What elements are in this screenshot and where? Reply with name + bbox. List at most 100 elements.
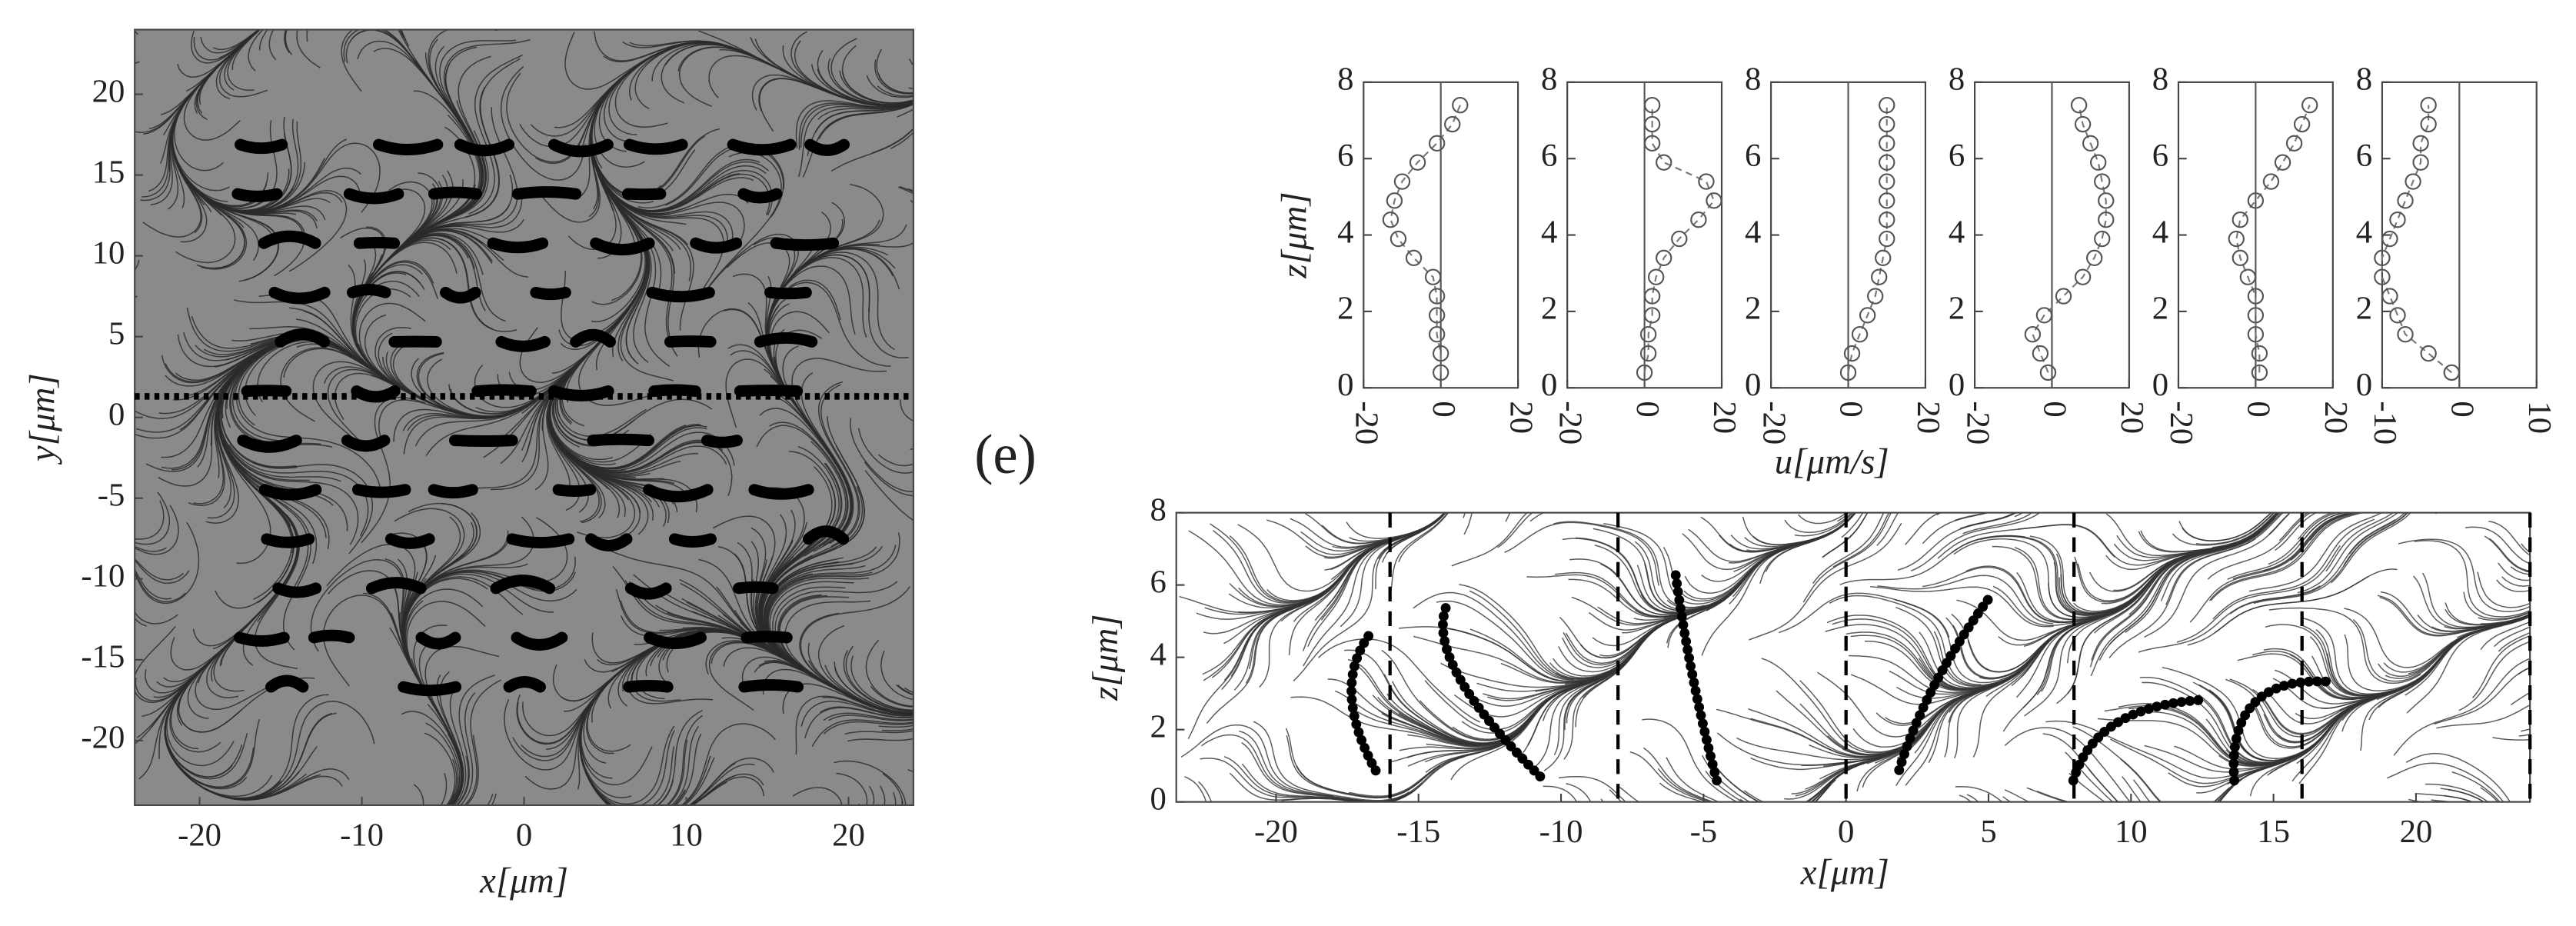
x-tick-label: -20	[2163, 401, 2199, 445]
profile-marker	[2274, 154, 2291, 171]
filament	[511, 631, 568, 651]
streamline	[864, 470, 914, 521]
streamline	[2444, 614, 2531, 630]
streamline	[877, 85, 914, 97]
profile-marker	[2247, 326, 2265, 343]
streamline	[213, 29, 260, 51]
filament	[701, 435, 743, 448]
profile-marker	[1671, 230, 1688, 248]
profile-marker	[1879, 135, 1895, 152]
y-tick-label: 20	[92, 73, 125, 109]
streamline	[1398, 512, 1449, 563]
profile-marker	[2098, 212, 2115, 228]
streamline	[500, 66, 587, 181]
filament	[384, 533, 435, 549]
filament	[802, 525, 850, 545]
profile-marker	[1706, 192, 1722, 209]
streamline	[615, 173, 770, 215]
streamline	[1662, 530, 1836, 615]
streamline	[2299, 512, 2346, 545]
streamline	[767, 293, 831, 454]
filament	[490, 575, 556, 595]
filament	[351, 484, 411, 498]
streamline	[2496, 579, 2531, 592]
filament	[648, 384, 701, 398]
profile-marker	[2381, 288, 2398, 305]
streamline	[766, 441, 847, 595]
profile-marker	[1428, 288, 1446, 305]
profile-marker	[2070, 96, 2088, 114]
filament	[1670, 570, 1722, 786]
streamline	[1603, 522, 1748, 605]
profile-marker	[1839, 364, 1857, 381]
profile-marker	[1871, 268, 1888, 285]
streamline	[2176, 545, 2341, 643]
streamline	[1344, 649, 1504, 744]
streamline	[1817, 671, 1976, 738]
profile-marker	[2232, 212, 2248, 228]
profile-marker	[1656, 154, 1672, 171]
y-tick-label: 0	[1745, 367, 1761, 403]
y-tick-label: 5	[108, 315, 125, 351]
profile-marker	[1409, 154, 1426, 171]
streamline	[2138, 585, 2321, 653]
streamline	[798, 101, 914, 150]
streamline	[766, 219, 880, 360]
y-axis-label: z[μm]	[1086, 614, 1126, 701]
streamline	[2445, 608, 2531, 626]
streamline	[141, 581, 285, 718]
profile-marker	[2412, 154, 2429, 171]
profile-marker	[2389, 212, 2406, 228]
streamline	[357, 40, 482, 167]
profile-marker	[1879, 212, 1895, 228]
streamline	[900, 399, 914, 422]
filament	[372, 138, 444, 155]
profile-marker	[1843, 345, 1861, 362]
filament	[804, 138, 850, 156]
streamline	[135, 568, 172, 600]
filament	[428, 484, 478, 499]
streamline	[358, 302, 435, 406]
profile-marker	[1382, 212, 1399, 228]
streamline	[2125, 517, 2276, 633]
streamline	[2160, 512, 2282, 601]
streamline	[2393, 658, 2531, 756]
streamline	[464, 679, 501, 805]
streamline	[1497, 512, 1533, 548]
x-tick-label: 10	[2115, 814, 2148, 850]
y-tick-label: 2	[2356, 291, 2372, 327]
streamline	[882, 773, 904, 805]
filament	[268, 286, 331, 305]
streamline	[424, 732, 456, 805]
profile-marker	[1433, 345, 1449, 362]
profile-marker	[1875, 249, 1892, 267]
streamline	[135, 500, 165, 540]
profile-marker	[2082, 135, 2099, 152]
filament	[506, 533, 575, 548]
streamline	[1822, 512, 1869, 558]
streamline	[1642, 718, 1739, 802]
streamline	[2104, 704, 2281, 766]
streamline	[1375, 512, 1446, 589]
x-tick-label: 20	[1910, 401, 1946, 434]
filament	[454, 138, 515, 157]
streamline	[2212, 518, 2375, 620]
streamline	[2055, 559, 2180, 704]
streamline	[866, 75, 914, 98]
profile-marker	[1428, 307, 1446, 324]
streamline	[1761, 658, 1917, 754]
streamline	[2210, 512, 2365, 601]
streamline	[1659, 779, 1836, 802]
profile-marker	[2098, 192, 2115, 209]
profile-line	[2381, 105, 2452, 374]
streamline	[1784, 512, 1852, 534]
streamline	[818, 103, 914, 140]
streamline	[904, 687, 914, 694]
filament	[727, 138, 797, 156]
streamline	[1825, 624, 1995, 690]
profile-marker	[2389, 307, 2406, 324]
streamline	[252, 461, 374, 555]
streamline	[589, 763, 755, 805]
streamline	[2214, 568, 2398, 634]
streamline	[896, 684, 914, 696]
